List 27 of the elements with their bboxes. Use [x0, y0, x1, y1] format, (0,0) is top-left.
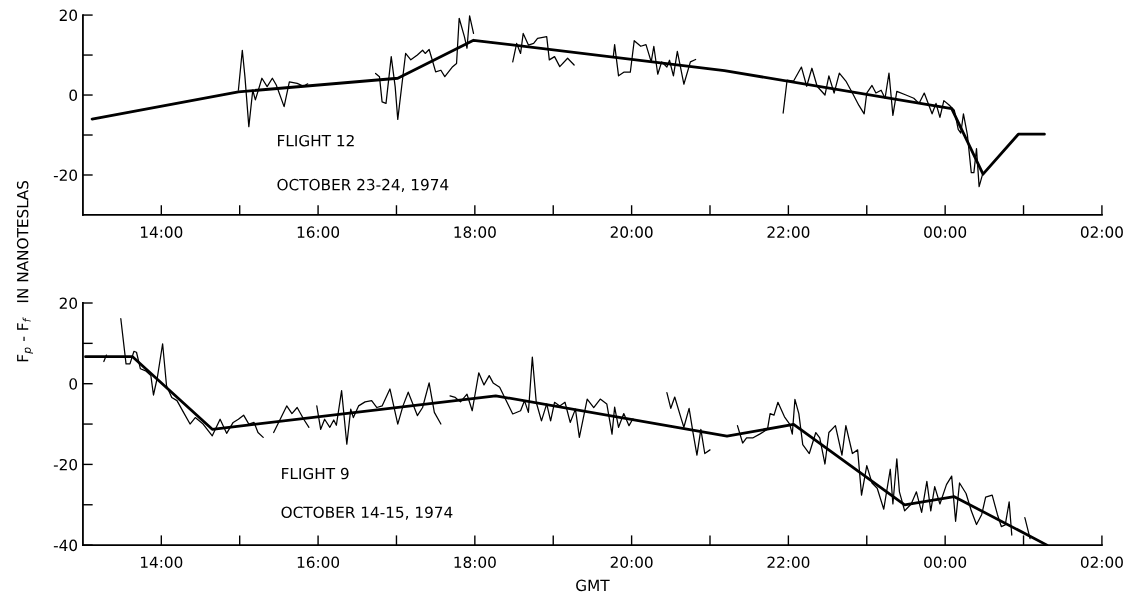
x-tick-label: 22:00: [767, 226, 810, 238]
text: F$_{p}$ - F$_{f}$ IN NANOTESLAS: [16, 180, 33, 362]
y-tick-label: 20: [59, 9, 78, 22]
x-tick-label: 14:00: [140, 226, 183, 238]
x-axis-title: GMT: [576, 579, 610, 592]
annotation: OCTOBER 23-24, 1974: [277, 178, 449, 192]
y-tick-label: -40: [53, 539, 78, 552]
y-tick-label: -20: [53, 458, 78, 471]
annotation: FLIGHT 12: [278, 134, 354, 147]
y-tick-label: 0: [69, 89, 78, 102]
x-tick-label: 20:00: [610, 226, 653, 238]
x-tick-label: 02:00: [1080, 556, 1123, 569]
x-tick-label: 20:00: [610, 556, 653, 569]
x-tick-label: 22:00: [767, 556, 810, 569]
x-tick-label: 14:00: [140, 556, 183, 569]
annotation: OCTOBER 14-15, 1974: [281, 506, 453, 520]
x-tick-label: 18:00: [454, 556, 496, 569]
y-tick-label: -20: [53, 169, 78, 182]
y-tick-label: 0: [69, 378, 78, 390]
annotation: FLIGHT 9: [282, 467, 349, 480]
x-tick-label: 16:00: [297, 556, 340, 569]
x-tick-label: 00:00: [924, 556, 967, 569]
y-tick-label: 20: [59, 297, 78, 310]
x-tick-label: 18:00: [454, 226, 496, 238]
x-tick-label: 16:00: [297, 226, 340, 238]
x-tick-label: 02:00: [1080, 226, 1123, 238]
x-tick-label: 00:00: [924, 226, 967, 238]
